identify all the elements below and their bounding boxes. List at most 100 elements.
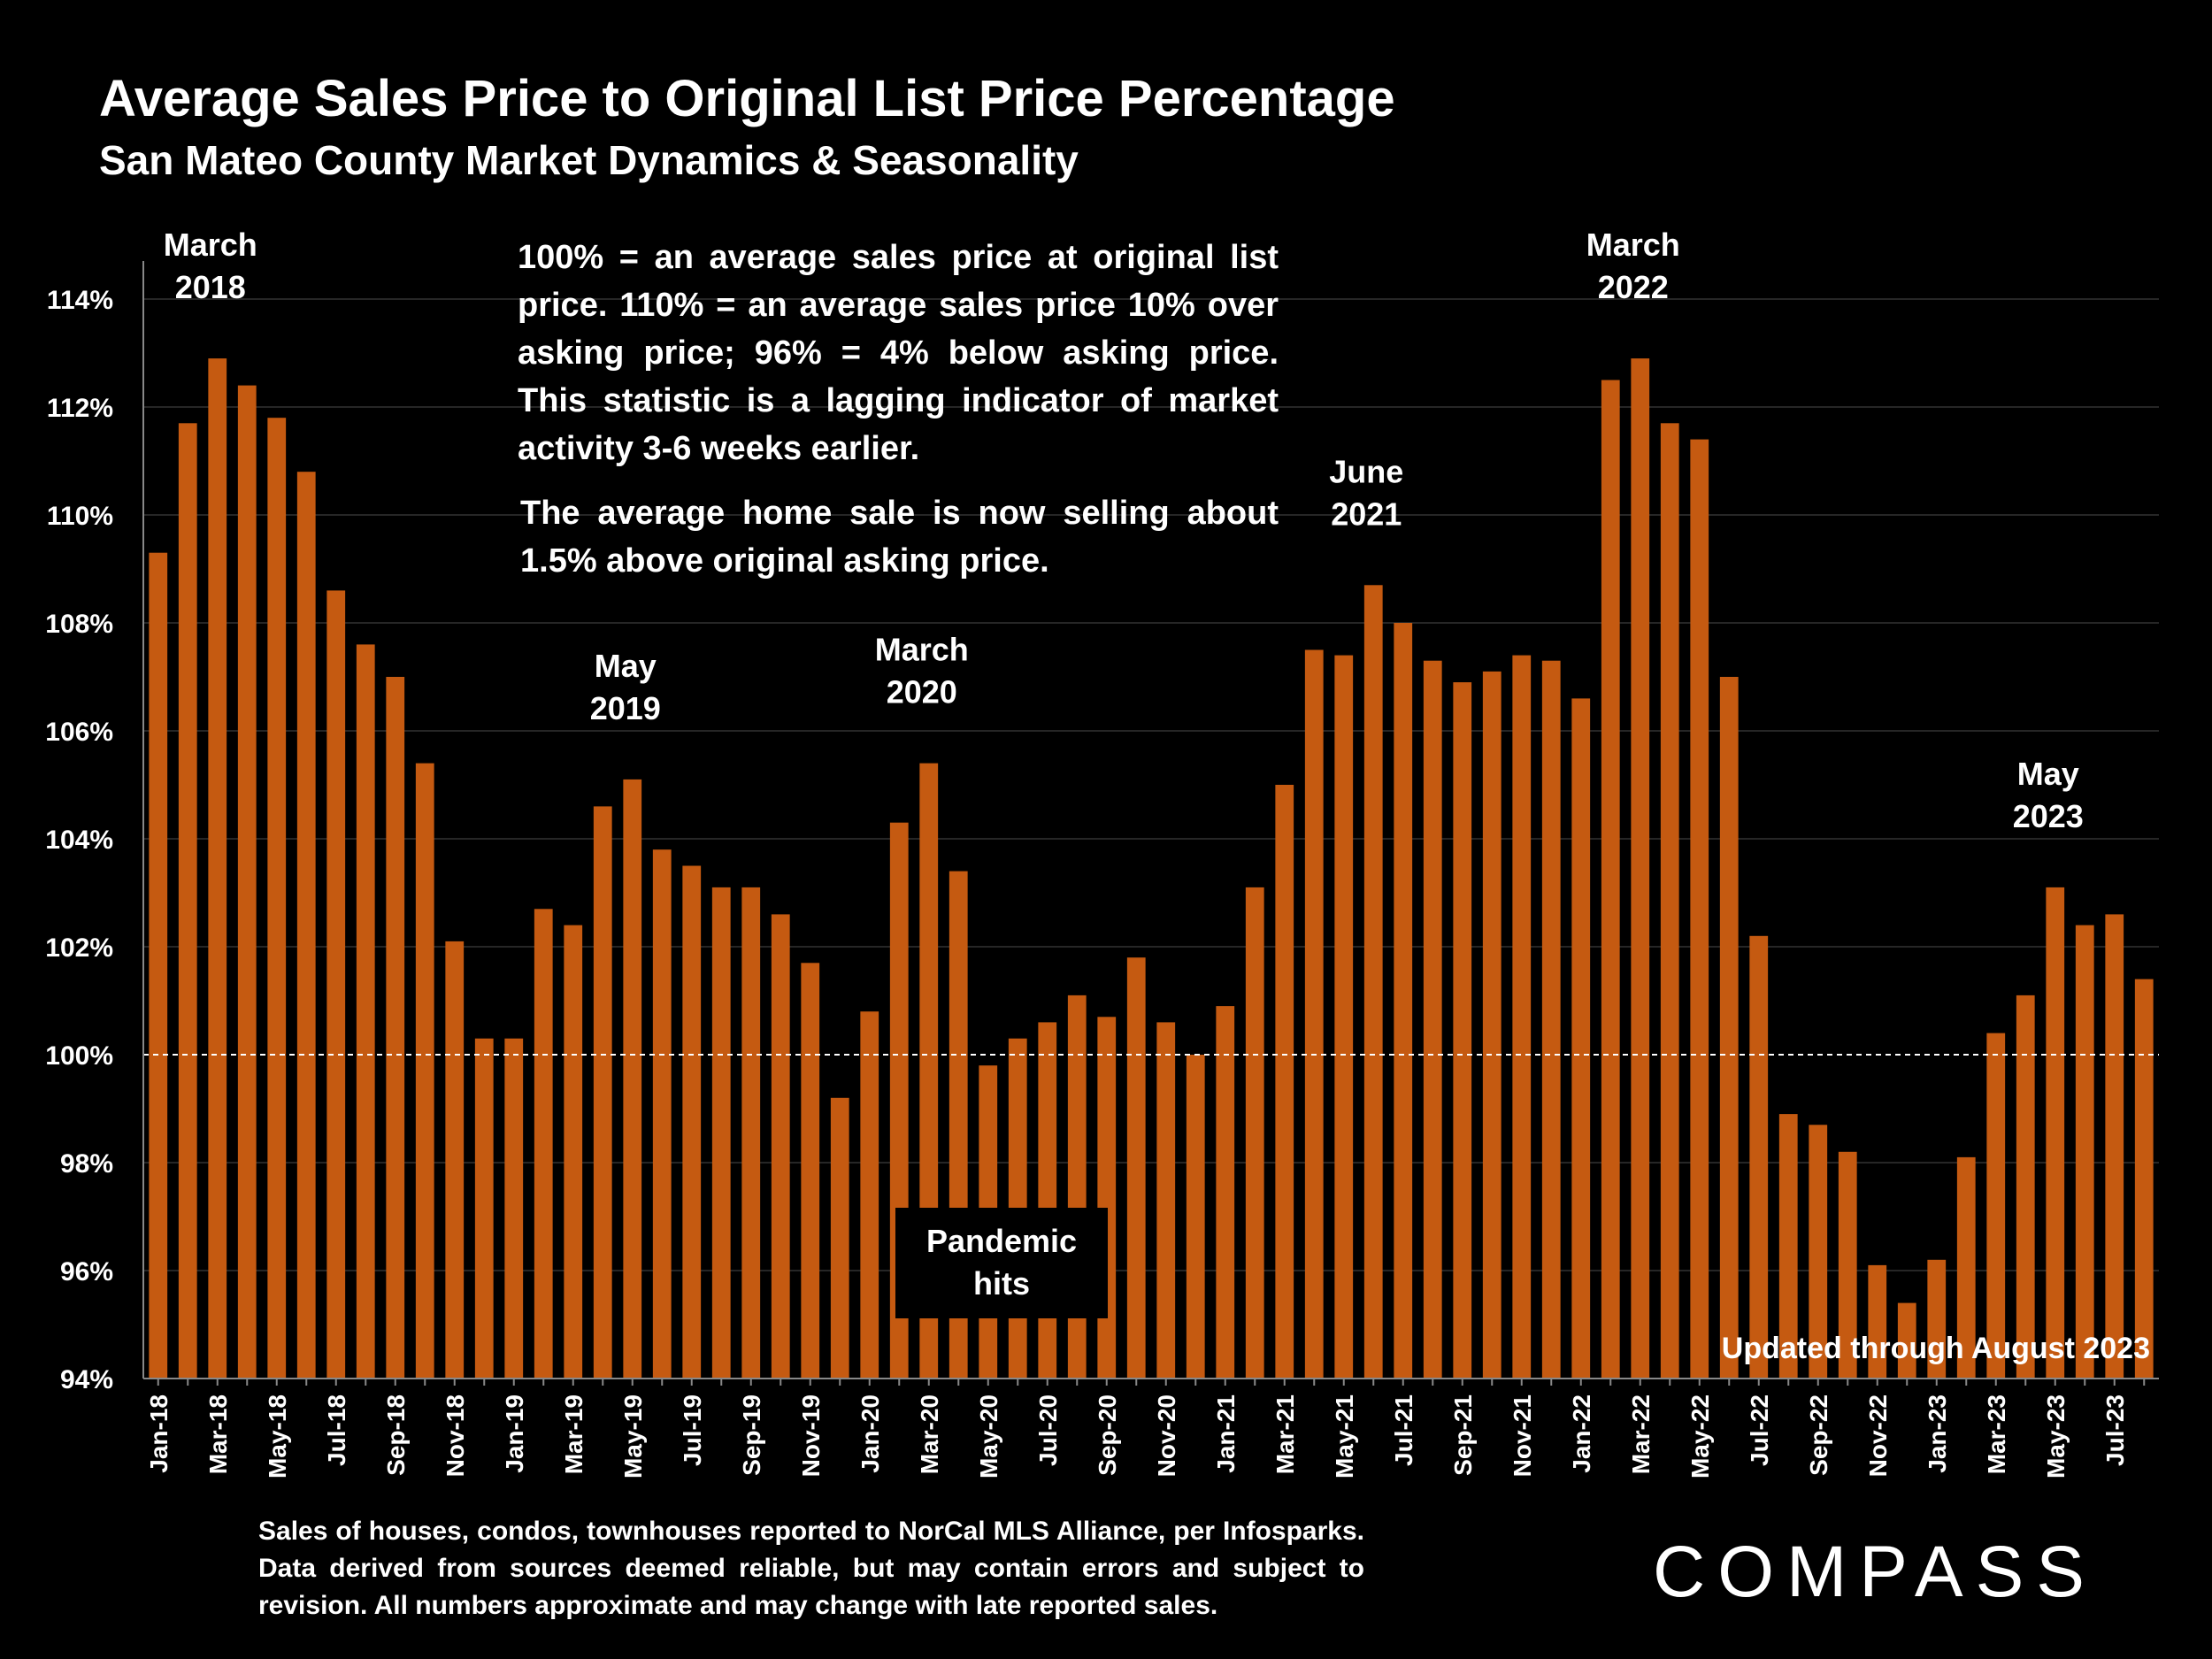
bar [593,806,612,1379]
bar [1809,1125,1828,1379]
axes: 94% 96% 98% 100% 102% 104% 106% 108% 110% 112% 114… [45,261,2159,1479]
x-tick-label: Mar-20 [916,1394,943,1474]
x-tick-label: May-23 [2042,1394,2070,1479]
bar [445,941,465,1379]
bar [1986,1033,2006,1379]
x-tick-label: Jul-22 [1746,1394,1773,1466]
bar [1275,785,1294,1379]
bar [682,865,702,1379]
bar [1719,677,1739,1379]
bar [474,1038,494,1379]
bar [2075,925,2094,1379]
bar [178,423,197,1379]
x-tick-label: Jan-21 [1212,1394,1240,1473]
bar [1363,585,1383,1379]
x-tick-label: Sep-18 [382,1394,410,1476]
bar [296,472,316,1379]
x-tick-label: Jul-21 [1390,1394,1417,1466]
bar [1571,698,1591,1379]
annotation-year: 2020 [887,674,957,710]
x-tick-label: May-18 [264,1394,291,1479]
bar [415,763,434,1379]
x-tick-label: May-19 [619,1394,647,1479]
x-tick-label: Nov-22 [1864,1394,1892,1477]
bar [1897,1302,1916,1379]
bar [1038,1022,1057,1379]
bar [1660,423,1679,1379]
compass-logo: COMPASS [1653,1532,2097,1612]
bar [504,1038,524,1379]
bar [1749,935,1769,1379]
bar [2134,979,2154,1379]
bar [830,1097,849,1379]
x-tick-label: Mar-23 [1983,1394,2010,1474]
bar [1453,682,1472,1379]
x-tick-label: Nov-19 [797,1394,825,1477]
bars [149,358,2154,1379]
bar [534,909,553,1379]
bar [386,677,405,1379]
annotation-year: 2022 [1598,269,1669,305]
grid-lines [143,298,2159,1271]
x-tick-label: Jan-23 [1924,1394,1951,1473]
chart-title: Average Sales Price to Original List Pri… [99,70,1395,127]
current-note: The average home sale is now selling abo… [520,495,1279,580]
updated-label: Updated through August 2023 [1721,1332,2150,1365]
bar [1216,1006,1235,1379]
y-tick-label: 106% [45,718,113,747]
bar [208,358,227,1379]
chart-subtitle: San Mateo County Market Dynamics & Seaso… [99,137,1079,183]
annotation-year: 2018 [175,269,246,305]
bar [1512,655,1532,1379]
x-tick-label: Jul-19 [679,1394,706,1466]
annotation-year: 2019 [590,690,661,726]
x-tick-label: Jul-18 [323,1394,350,1466]
annotation-year: 2023 [2013,798,2084,834]
annotation-year: 2021 [1331,495,1402,532]
bar [1126,957,1146,1379]
source-footnote: Sales of houses, condos, townhouses repo… [258,1517,1364,1620]
bar [1927,1259,1947,1379]
x-tick-label: May-20 [975,1394,1002,1479]
annotation-month: March [875,632,969,668]
x-tick-label: Jul-23 [2101,1394,2129,1466]
annotation-month: March [1586,227,1680,263]
bar [652,849,672,1379]
bar [1394,623,1413,1379]
bar [1067,995,1087,1379]
bar [1186,1055,1205,1379]
x-tick-label: Sep-20 [1094,1394,1121,1476]
definition-note: 100% = an average sales price at origina… [518,239,1279,467]
x-tick-label: Jan-19 [501,1394,528,1473]
bar [326,590,346,1379]
x-tick-label: Mar-19 [560,1394,588,1474]
x-tick-label: Sep-21 [1449,1394,1477,1476]
y-tick-label: 100% [45,1041,113,1071]
y-tick-label: 110% [47,502,113,531]
peak-annotations: March 2018 May 2019 March 2020 June 2021 March 20… [164,227,2084,834]
y-tick-label: 112% [47,394,113,423]
bar [1956,1156,1976,1379]
bar [237,385,257,1379]
annotation-month: May [2017,756,2079,792]
bar [1541,660,1561,1379]
bar [1778,1114,1798,1379]
bar [771,914,790,1379]
x-tick-label: Jan-22 [1568,1394,1595,1473]
x-tick-label: Mar-22 [1627,1394,1655,1474]
bar [1423,660,1442,1379]
x-tick-label: Nov-18 [442,1394,469,1477]
y-tick-label: 114% [47,286,113,315]
bar [1304,649,1324,1379]
y-tick-label: 98% [60,1149,113,1179]
bar [741,887,761,1379]
y-tick-label: 108% [45,610,113,639]
x-tick-label: May-22 [1686,1394,1714,1479]
bar [1868,1264,1887,1379]
bar [1838,1151,1857,1379]
bar [267,418,287,1379]
x-tick-label: Mar-18 [204,1394,232,1474]
bar [1601,380,1620,1379]
bar [2046,887,2065,1379]
y-tick-label: 102% [45,933,113,963]
